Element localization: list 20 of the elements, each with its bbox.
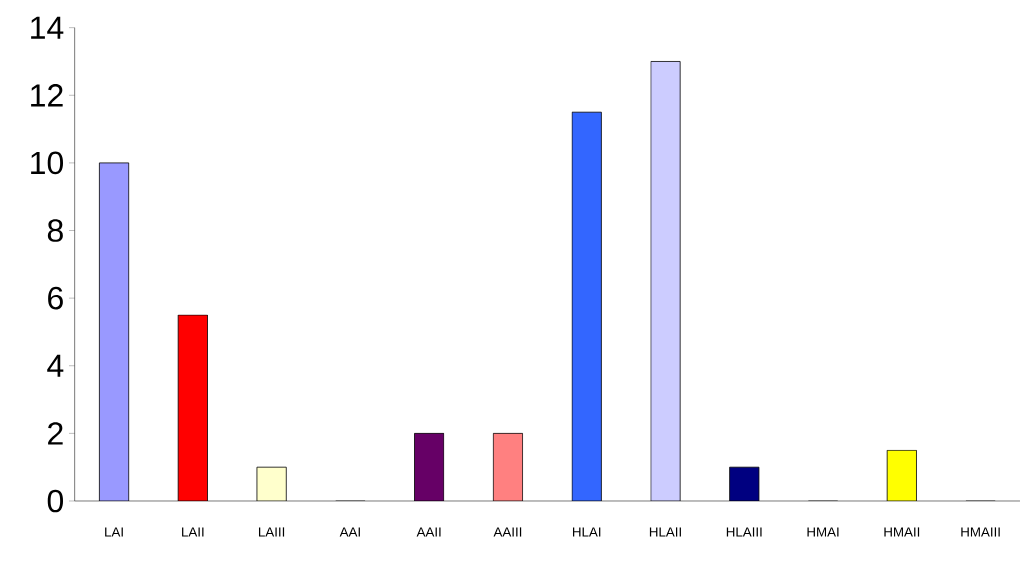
- y-tick-label: 12: [31, 84, 63, 107]
- x-tick-label: HMAIII: [961, 527, 1000, 537]
- y-tick-label: 0: [47, 489, 64, 513]
- x-tick-label: LAII: [182, 527, 204, 537]
- x-tick-label: LAIII: [258, 527, 285, 537]
- x-tick-label: AAI: [339, 527, 360, 537]
- x-tick-label: HLAIII: [726, 527, 762, 537]
- x-tick-label: HMAII: [884, 527, 920, 537]
- y-tick-label: 14: [31, 16, 64, 39]
- x-tick-label: LAI: [105, 527, 123, 537]
- y-tick-label: 6: [48, 286, 63, 310]
- x-tick-label: AAIII: [493, 527, 522, 537]
- x-tick-label: HLAI: [572, 527, 601, 537]
- y-tick-label: 10: [31, 151, 64, 175]
- x-tick-label: AAII: [416, 527, 441, 537]
- y-tick-label: 8: [47, 219, 63, 242]
- x-tick-label: HLAII: [649, 527, 681, 537]
- x-tick-label: HMAI: [807, 527, 839, 537]
- y-tick-label: 4: [47, 354, 64, 377]
- y-tick-label: 2: [48, 422, 63, 445]
